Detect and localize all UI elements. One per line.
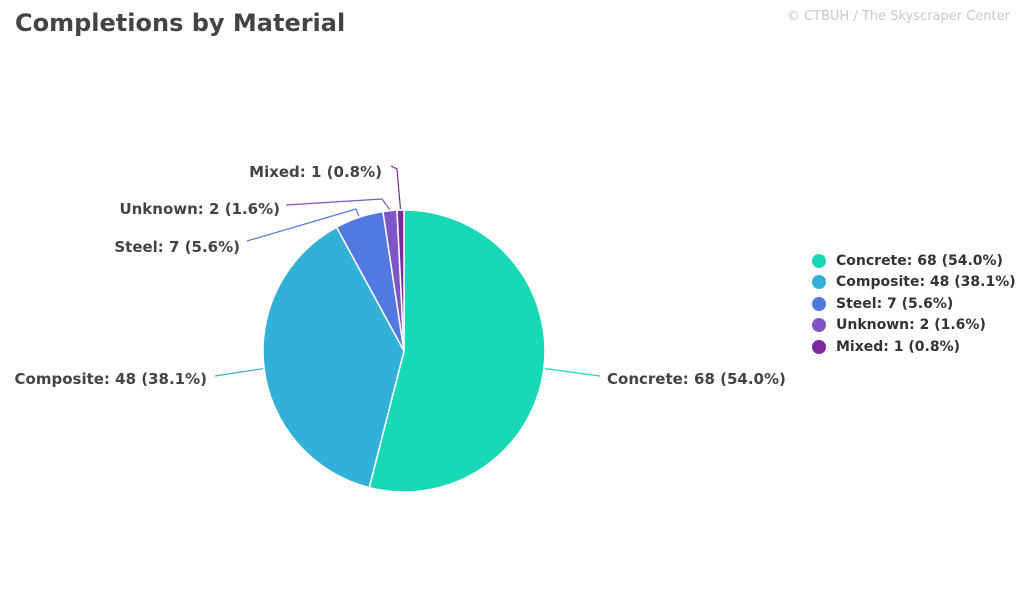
- pie-slice-mixed[interactable]: [396, 209, 405, 352]
- legend-label: Composite: 48 (38.1%): [836, 274, 1016, 291]
- slice-label-mixed: Mixed: 1 (0.8%): [249, 163, 382, 181]
- legend-label: Mixed: 1 (0.8%): [836, 338, 960, 355]
- legend-label: Unknown: 2 (1.6%): [836, 317, 986, 334]
- credit-text[interactable]: © CTBUH / The Skyscraper Center: [786, 9, 1010, 24]
- legend-item-steel[interactable]: Steel: 7 (5.6%): [812, 293, 1016, 315]
- slice-label-steel: Steel: 7 (5.6%): [114, 238, 240, 256]
- legend-item-composite[interactable]: Composite: 48 (38.1%): [812, 272, 1016, 294]
- pie-slice-composite[interactable]: [262, 226, 405, 489]
- legend-dot-icon: [812, 253, 826, 268]
- legend-item-mixed[interactable]: Mixed: 1 (0.8%): [812, 336, 1016, 358]
- slice-label-composite: Composite: 48 (38.1%): [15, 370, 207, 388]
- legend-item-concrete[interactable]: Concrete: 68 (54.0%): [812, 250, 1016, 272]
- slice-label-concrete: Concrete: 68 (54.0%): [607, 370, 786, 388]
- leader-line-composite: [214, 368, 264, 377]
- leader-line-steel: [246, 208, 360, 242]
- pie-slices: [262, 209, 546, 493]
- legend-item-unknown[interactable]: Unknown: 2 (1.6%): [812, 315, 1016, 337]
- legend-label: Concrete: 68 (54.0%): [836, 252, 1003, 269]
- legend-dot-icon: [812, 318, 826, 333]
- pie-slice-concrete[interactable]: [368, 209, 546, 493]
- slice-label-unknown: Unknown: 2 (1.6%): [119, 200, 280, 218]
- slice-labels: Concrete: 68 (54.0%) Composite: 48 (38.1%…: [15, 163, 786, 388]
- legend-dot-icon: [812, 296, 826, 311]
- legend-label: Steel: 7 (5.6%): [836, 295, 954, 312]
- leader-line-mixed: [390, 165, 402, 210]
- chart-title: Completions by Material: [15, 9, 346, 37]
- leader-line-unknown: [285, 198, 391, 211]
- leader-lines: [214, 165, 601, 377]
- leader-line-concrete: [544, 368, 601, 377]
- legend-dot-icon: [812, 275, 826, 290]
- legend-dot-icon: [812, 339, 826, 354]
- legend: Concrete: 68 (54.0%) Composite: 48 (38.1%…: [812, 250, 1016, 358]
